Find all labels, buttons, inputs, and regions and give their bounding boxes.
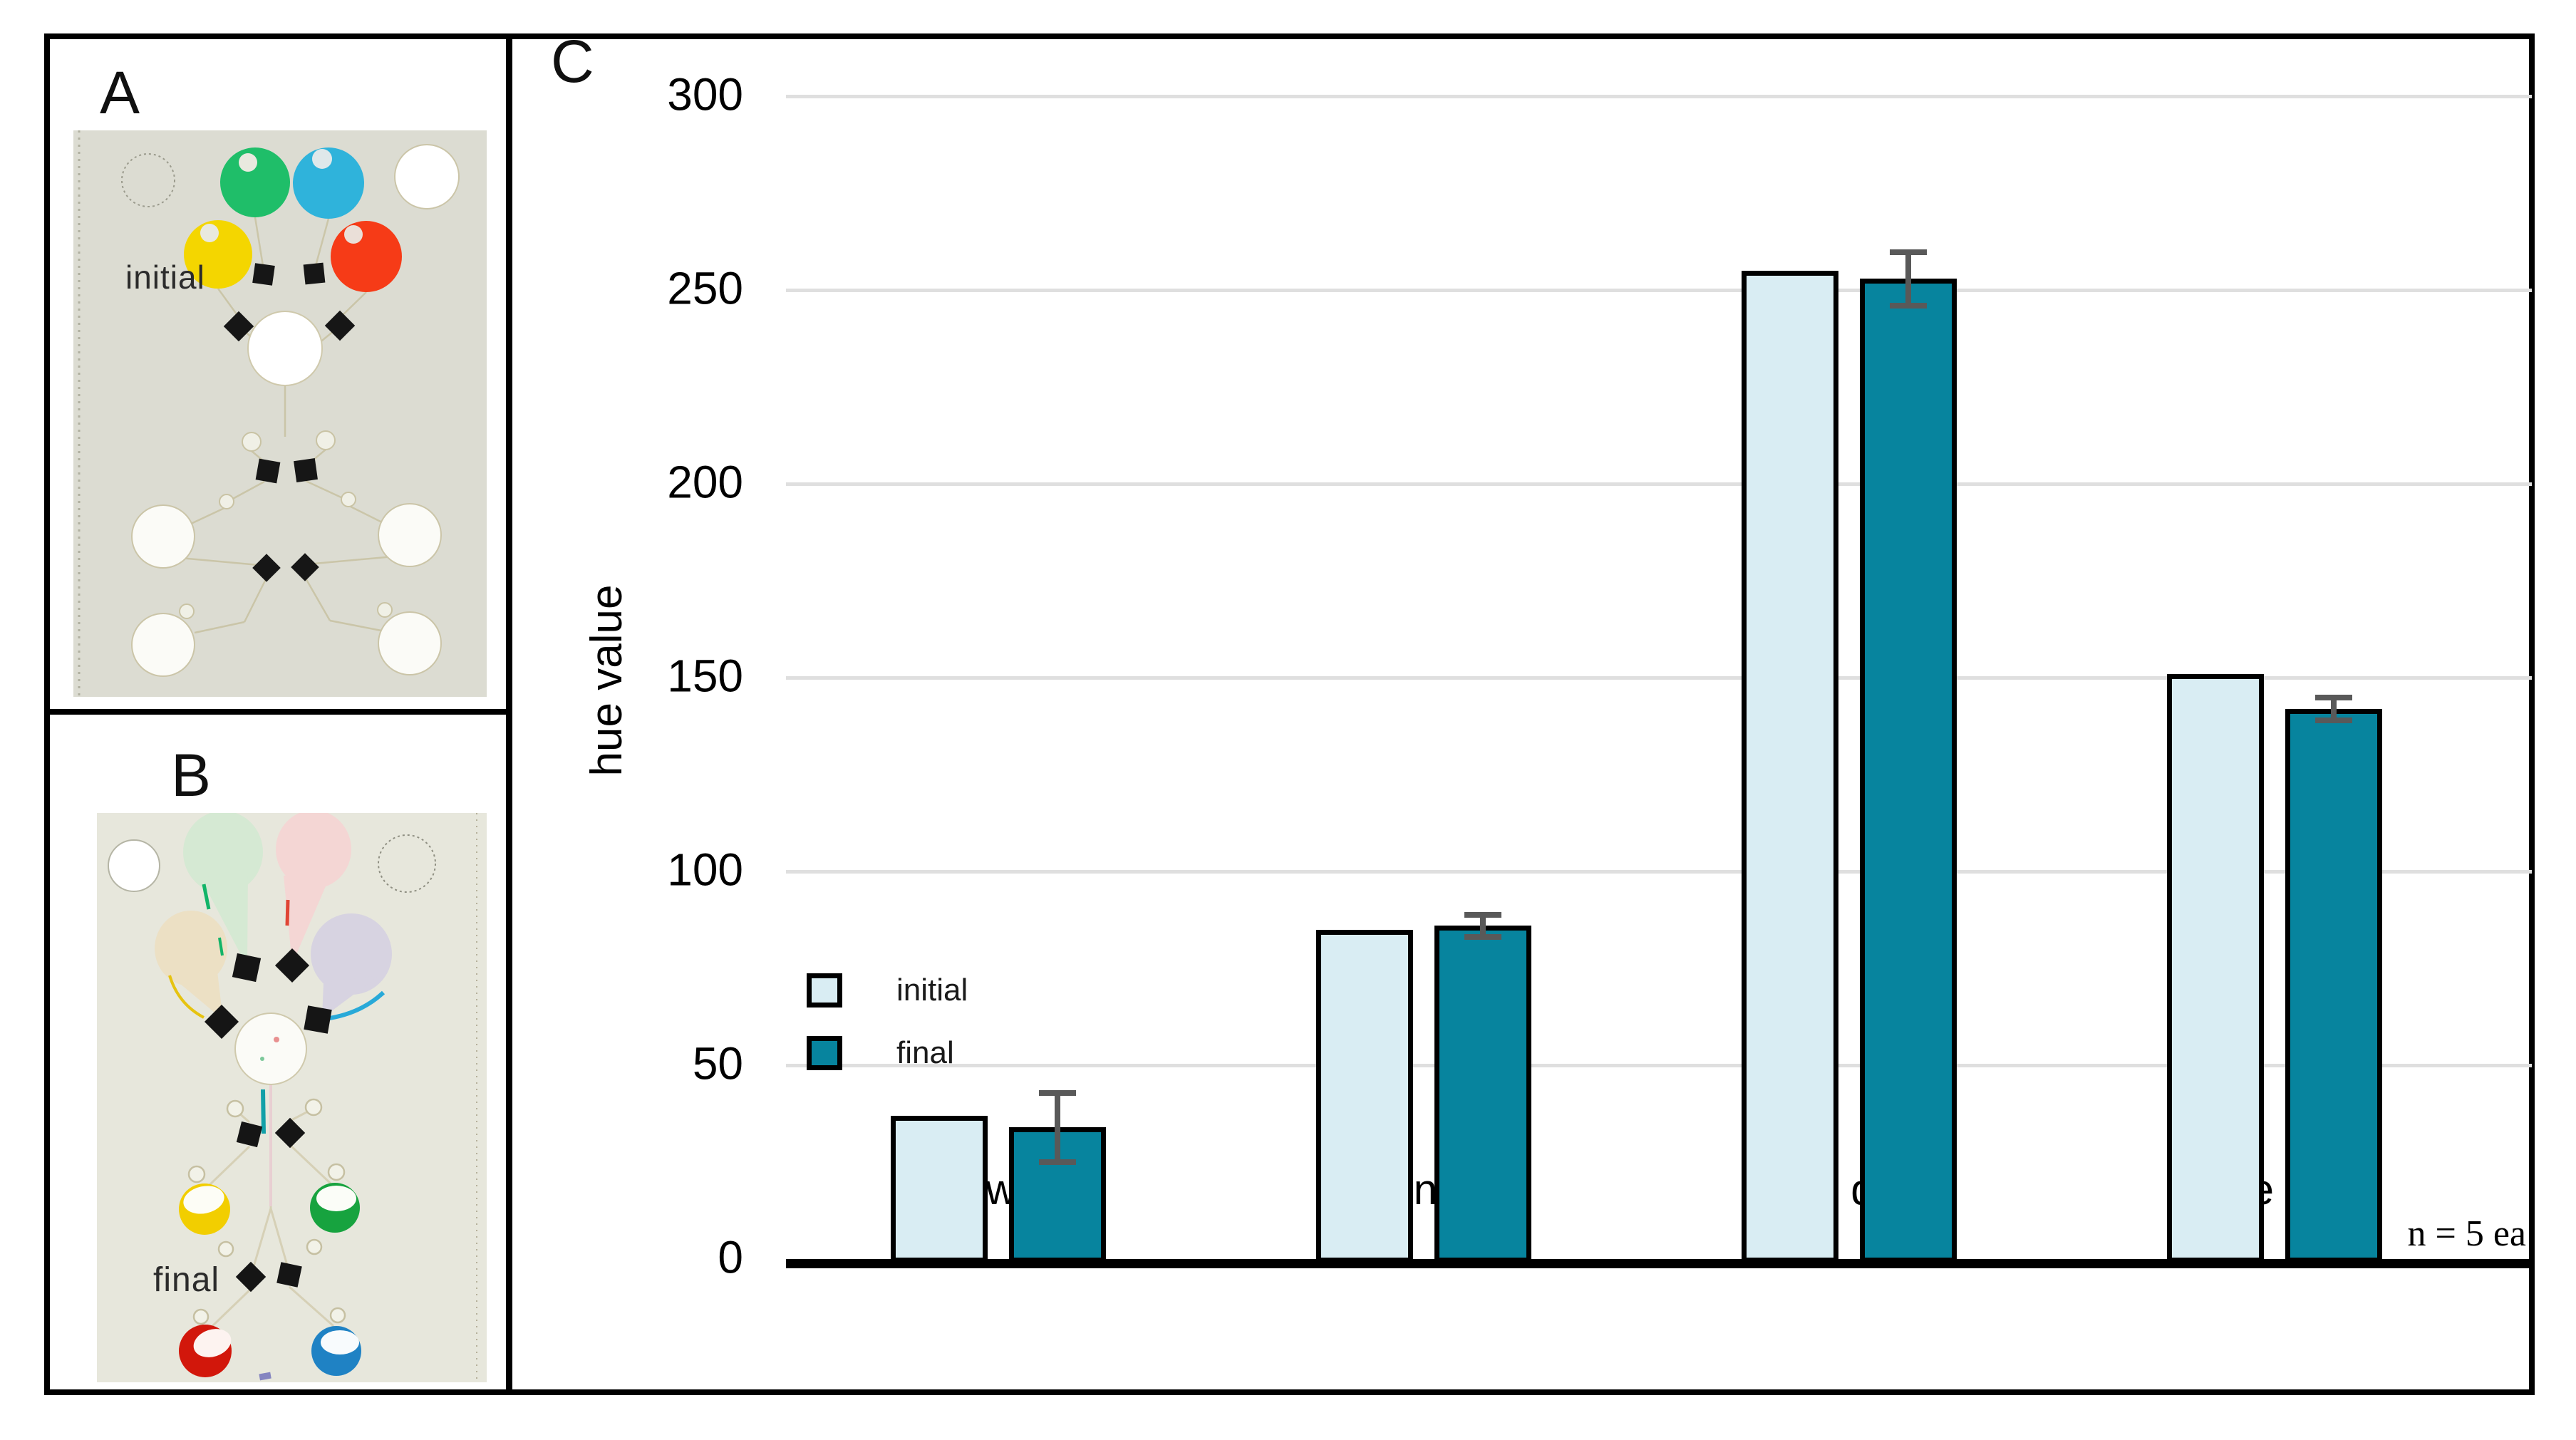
- panel-b-label: B: [171, 742, 212, 809]
- y-tick-label: 0: [718, 1231, 743, 1283]
- error-bar-green-dye: [1480, 913, 1486, 938]
- legend-swatch-initial: [807, 973, 842, 1008]
- panel-divider-horizontal: [44, 709, 512, 715]
- gridline: [786, 289, 2532, 292]
- x-category-label: blue dye: [2193, 1166, 2355, 1213]
- legend-label-initial: initial: [896, 973, 968, 1008]
- bar-green-dye-initial: [1316, 929, 1413, 1263]
- error-bar-blue-dye: [2315, 717, 2352, 723]
- bar-blue-dye-final: [2285, 708, 2382, 1263]
- error-bar-blue-dye: [2315, 695, 2352, 701]
- y-tick-label: 100: [667, 844, 743, 896]
- gridline: [786, 676, 2532, 680]
- error-bar-yellow-dye: [1039, 1090, 1076, 1097]
- gridline: [786, 870, 2532, 874]
- bar-red-dye-final: [1860, 278, 1957, 1263]
- x-axis-line: [786, 1259, 2532, 1268]
- legend-swatch-final: [807, 1036, 842, 1070]
- panel-c-label: C: [551, 28, 594, 95]
- y-tick-label: 200: [667, 456, 743, 508]
- photo-caption-final: final: [153, 1261, 220, 1299]
- gridline: [786, 1064, 2532, 1067]
- device-photo-initial: [73, 130, 487, 697]
- y-tick-label: 300: [667, 68, 743, 120]
- x-category-label: yellow dye: [897, 1166, 1098, 1213]
- bar-red-dye-initial: [1742, 270, 1838, 1263]
- error-bar-green-dye: [1464, 911, 1501, 918]
- bar-blue-dye-initial: [2167, 673, 2264, 1263]
- sample-size-annotation: n = 5 ea: [2407, 1213, 2527, 1254]
- error-bar-yellow-dye: [1039, 1159, 1076, 1165]
- photo-caption-initial: initial: [125, 259, 205, 296]
- bar-yellow-dye-initial: [891, 1115, 988, 1263]
- bar-green-dye-final: [1434, 926, 1531, 1263]
- error-bar-blue-dye: [2331, 697, 2337, 720]
- error-bar-red-dye: [1890, 249, 1927, 255]
- x-category-label: red dye: [1776, 1166, 1920, 1213]
- y-tick-label: 250: [667, 262, 743, 314]
- error-bar-yellow-dye: [1055, 1092, 1060, 1162]
- legend-label-final: final: [896, 1035, 954, 1070]
- y-tick-label: 150: [667, 650, 743, 702]
- error-bar-red-dye: [1905, 251, 1911, 306]
- error-bar-red-dye: [1890, 302, 1927, 309]
- panel-a-label: A: [100, 59, 140, 126]
- x-category-label: green dye: [1328, 1166, 1519, 1213]
- device-photo-final: [97, 813, 487, 1382]
- y-tick-label: 50: [692, 1037, 743, 1089]
- gridline: [786, 95, 2532, 98]
- gridline: [786, 482, 2532, 486]
- error-bar-green-dye: [1464, 934, 1501, 941]
